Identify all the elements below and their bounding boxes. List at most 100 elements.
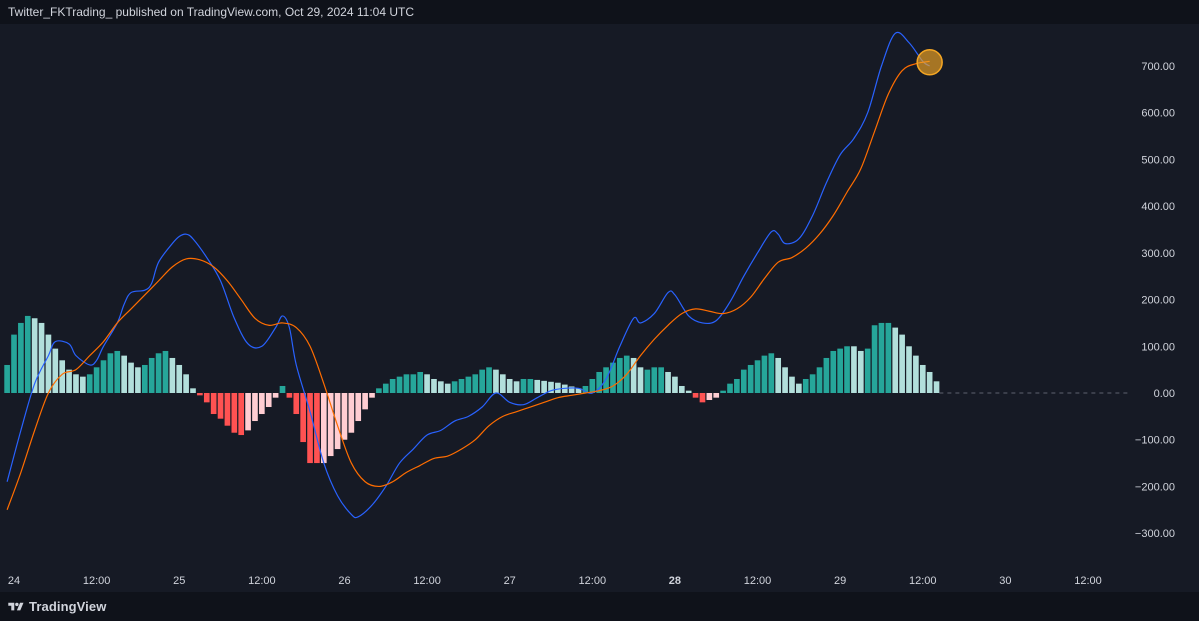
histogram-bar: [224, 393, 231, 426]
histogram-bar: [24, 315, 31, 393]
histogram-bar: [720, 390, 726, 393]
y-tick-label: 600.00: [1141, 108, 1175, 120]
histogram-bar: [761, 355, 768, 393]
histogram-bar: [472, 374, 479, 393]
histogram-bar: [520, 378, 527, 393]
histogram-bar: [775, 357, 782, 393]
histogram-bar: [238, 393, 245, 436]
histogram-bar: [31, 318, 38, 393]
histogram-bar: [382, 383, 389, 393]
histogram-bar: [203, 393, 210, 403]
histogram-bar: [169, 357, 176, 393]
histogram-bar: [293, 393, 300, 415]
histogram-bar: [279, 385, 286, 393]
histogram-bar: [534, 379, 541, 393]
tradingview-brand: TradingView: [29, 599, 107, 614]
x-tick-label: 12:00: [248, 575, 276, 587]
histogram-bar: [231, 393, 238, 433]
histogram-bar: [493, 369, 499, 393]
histogram-bar: [610, 362, 616, 393]
histogram-bar: [568, 386, 575, 393]
histogram-bar: [830, 350, 837, 393]
histogram-bar: [933, 381, 940, 393]
histogram-bar: [300, 393, 306, 443]
histogram-bar: [141, 364, 148, 393]
histogram-bar: [314, 393, 320, 464]
price-axis[interactable]: 700.00 600.00 500.00 400.00 300.00 200.00 100.…: [1135, 61, 1175, 540]
histogram-bar: [444, 383, 451, 393]
histogram-bar: [699, 393, 706, 403]
histogram-bar: [334, 393, 341, 450]
histogram-bar: [665, 371, 671, 393]
y-tick-label: 400.00: [1141, 201, 1175, 213]
histogram-bar: [555, 382, 561, 393]
histogram-bar: [410, 374, 417, 393]
histogram-bar: [582, 385, 589, 393]
macd-chart[interactable]: 700.00600.00500.00400.00300.00200.00100.…: [0, 24, 1199, 592]
histogram-bar: [431, 378, 437, 393]
histogram-bar: [417, 371, 424, 393]
histogram-bar: [265, 393, 272, 408]
histogram-bar: [727, 383, 733, 393]
histogram-bar: [892, 327, 899, 393]
histogram-bar: [45, 334, 52, 393]
histogram-bar: [823, 357, 830, 393]
histogram-bar: [796, 383, 802, 393]
histogram-bar: [844, 346, 850, 393]
x-tick-label: 26: [338, 575, 350, 587]
histogram-bar: [100, 360, 107, 393]
x-tick-label: 30: [999, 575, 1011, 587]
y-tick-label: 700.00: [1141, 61, 1175, 73]
x-tick-label: 12:00: [413, 575, 441, 587]
histogram-bar: [782, 367, 788, 393]
published-header: Twitter_FKTrading_ published on TradingV…: [0, 0, 1199, 24]
histogram-bar: [135, 367, 141, 393]
histogram-bar: [899, 334, 905, 393]
histogram-bar: [906, 346, 912, 393]
histogram-bar: [816, 367, 823, 393]
y-tick-label: 100.00: [1141, 341, 1175, 353]
tradingview-logo[interactable]: TradingView: [8, 599, 106, 614]
histogram-bar: [768, 353, 775, 393]
histogram-bar: [506, 378, 513, 393]
histogram-bar: [438, 381, 444, 393]
histogram-bar: [341, 393, 348, 440]
time-axis[interactable]: 24 12:00 25 12:00 26 12:00 27 12:00 28 12:00 29 12:…: [8, 575, 1102, 587]
histogram-bar: [121, 355, 127, 393]
histogram-bar: [4, 364, 10, 393]
x-tick-label: 12:00: [1074, 575, 1102, 587]
histogram-bar: [630, 357, 637, 393]
histogram-bar: [734, 378, 740, 393]
histogram-bar: [851, 346, 857, 393]
histogram-bar: [809, 374, 816, 393]
histogram-bar: [465, 376, 472, 393]
histogram-bar: [376, 388, 382, 393]
chart-pane[interactable]: 700.00 600.00 500.00 400.00 300.00 200.00 100.…: [0, 24, 1199, 592]
histogram-bar: [802, 378, 809, 393]
histogram-bar: [403, 374, 410, 393]
histogram-bar: [617, 357, 623, 393]
histogram-bar: [245, 393, 251, 431]
x-tick-label: 28: [669, 575, 681, 587]
x-tick-label: 24: [8, 575, 20, 587]
histogram-bar: [320, 393, 327, 464]
histogram-bar: [486, 367, 492, 393]
histogram-bar: [527, 378, 534, 393]
histogram-bar: [259, 393, 265, 415]
histogram-bar: [272, 393, 279, 398]
histogram-bar: [73, 374, 79, 393]
histogram-bar: [327, 393, 334, 457]
y-tick-label: −300.00: [1135, 528, 1175, 540]
histogram-bar: [183, 374, 189, 393]
histogram-bar: [148, 357, 155, 393]
histogram-bar: [692, 393, 699, 398]
signal-line: [6, 60, 930, 510]
histogram-bar: [713, 393, 720, 398]
histogram-bar: [548, 381, 554, 393]
histogram-bar: [80, 376, 86, 393]
y-tick-label: 0.00: [1154, 388, 1175, 400]
histogram-bar: [18, 322, 24, 393]
y-tick-label: 500.00: [1141, 154, 1175, 166]
histogram-bar: [871, 325, 878, 393]
histogram-bar: [575, 388, 582, 393]
